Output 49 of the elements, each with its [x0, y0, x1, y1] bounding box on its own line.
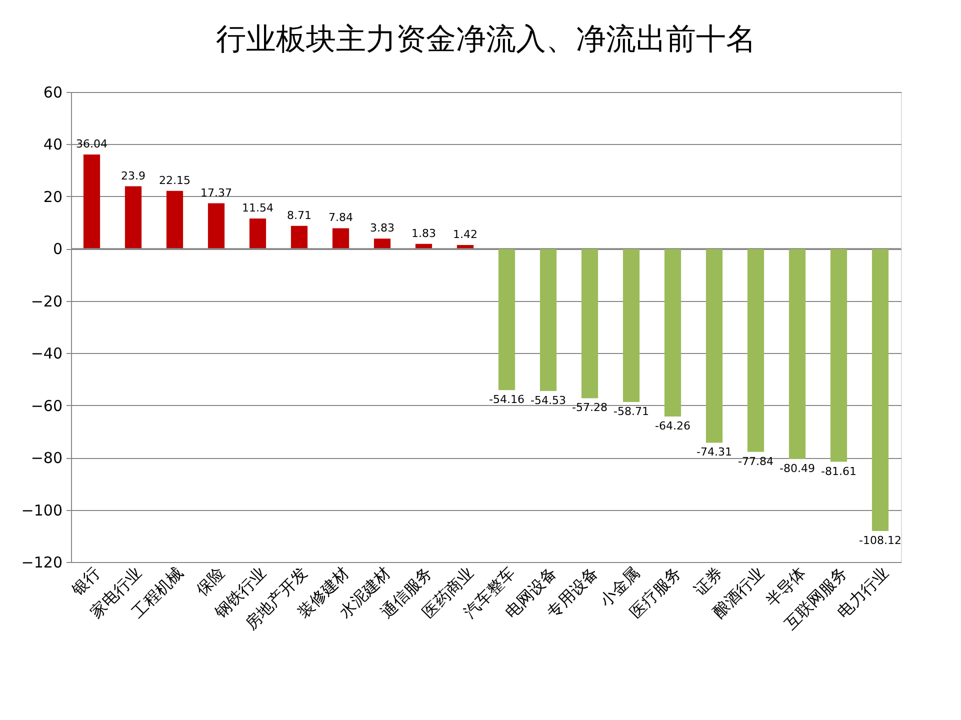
y-tick-label: −60 [30, 396, 62, 415]
bar [664, 248, 682, 416]
y-tick-label: −40 [30, 344, 62, 363]
data-label: -74.31 [696, 446, 732, 459]
data-label: 17.37 [200, 186, 232, 200]
bar [124, 186, 142, 249]
data-label: -54.16 [489, 393, 524, 406]
bar [249, 218, 266, 249]
y-tick-label: 40 [43, 136, 62, 154]
data-label: -58.71 [614, 404, 649, 418]
y-tick-label: 20 [43, 188, 62, 206]
bar [872, 248, 889, 531]
data-label: 22.15 [159, 174, 190, 187]
bar [581, 248, 598, 398]
bar [290, 226, 308, 249]
y-tick-label: 0 [52, 240, 62, 258]
y-tick-label: −80 [30, 449, 62, 468]
data-label: 23.9 [121, 169, 146, 182]
data-label: -108.12 [859, 534, 902, 547]
data-label: -81.61 [821, 464, 856, 478]
bar [747, 248, 764, 452]
data-label: 8.71 [287, 208, 312, 222]
data-label: -77.84 [738, 454, 774, 468]
y-tick-label: −20 [30, 292, 62, 310]
data-label: -57.28 [572, 401, 608, 414]
bar [374, 238, 391, 249]
data-label: -64.26 [655, 419, 690, 432]
data-label: 1.42 [453, 228, 478, 241]
bar [332, 228, 350, 249]
data-label: -54.53 [530, 394, 566, 408]
bar [208, 203, 225, 249]
bar [788, 248, 806, 459]
bar [540, 248, 557, 392]
data-label: 7.84 [328, 211, 353, 224]
bar [706, 248, 723, 443]
data-label: 11.54 [242, 202, 274, 215]
data-label: 1.83 [412, 226, 436, 240]
bar [83, 154, 100, 249]
y-tick-label: −120 [21, 554, 62, 572]
chart-title: 行业板块主力资金净流入、净流出前十名 [216, 22, 756, 57]
bar [166, 190, 184, 249]
bar [622, 248, 640, 402]
bar [830, 248, 848, 462]
data-label: 36.04 [76, 138, 108, 151]
data-label: 3.83 [370, 222, 394, 235]
data-label: -80.49 [780, 462, 815, 475]
bar [498, 248, 516, 390]
y-tick-label: 60 [43, 84, 62, 102]
y-tick-label: −100 [21, 501, 62, 520]
